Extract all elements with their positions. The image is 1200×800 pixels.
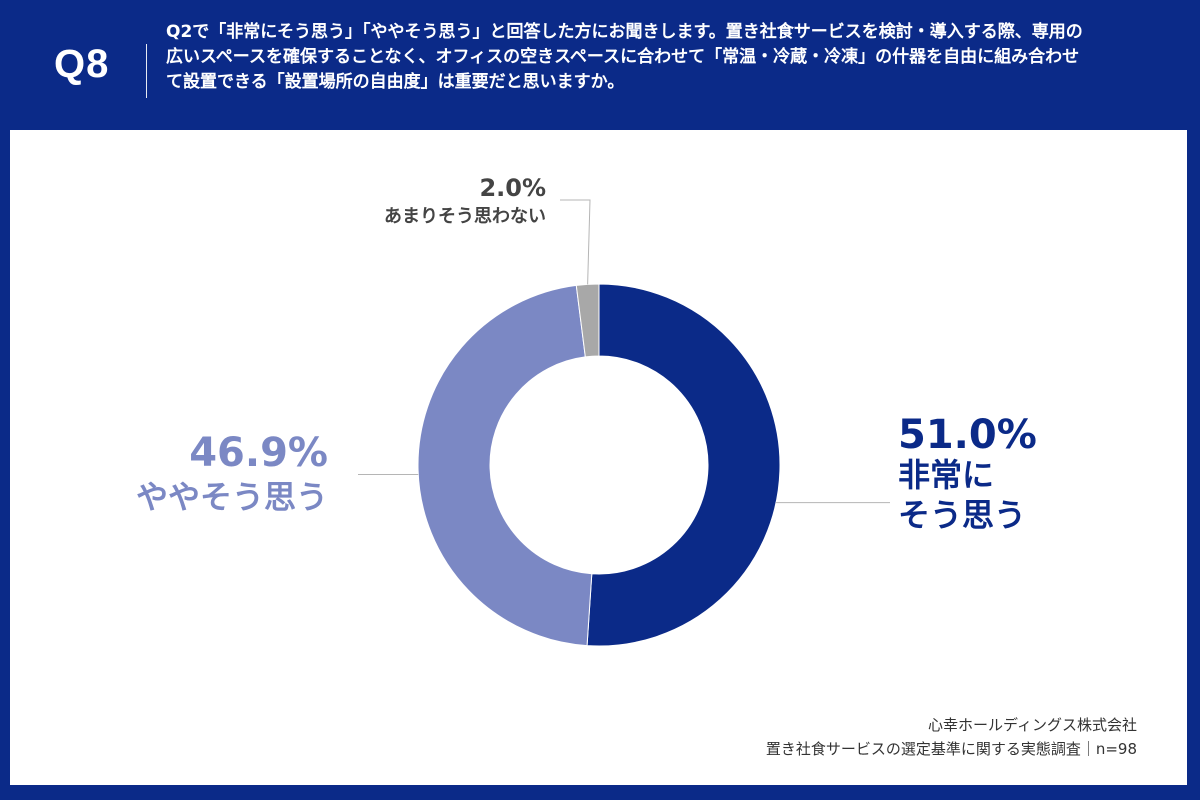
source-footer: 心幸ホールディングス株式会社 置き社食サービスの選定基準に関する実態調査｜n=9… xyxy=(766,713,1137,761)
category-label-somewhat-agree: ややそう思う xyxy=(136,478,328,516)
question-text: Q2で「非常にそう思う」「ややそう思う」と回答した方にお聞きします。置き社食サー… xyxy=(166,22,1083,92)
value-label-very-much-agree: 51.0% xyxy=(898,412,1037,458)
chart-panel: 51.0% 非常に そう思う 46.9% ややそう思う 2.0% あまりそう思わない 心幸ホ… xyxy=(10,130,1187,785)
value-label-somewhat-agree: 46.9% xyxy=(189,430,328,476)
donut-slice-very-much-agree xyxy=(586,283,781,647)
question-header: Q8 Q2で「非常にそう思う」「ややそう思う」と回答した方にお聞きします。置き社… xyxy=(0,0,1200,130)
header-divider xyxy=(146,44,147,98)
survey-info: 置き社食サービスの選定基準に関する実態調査｜n=98 xyxy=(765,740,1137,758)
category-label-not-really-agree: あまりそう思わない xyxy=(384,206,546,227)
donut-slice-not-really-agree xyxy=(575,283,600,358)
company-name: 心幸ホールディングス株式会社 xyxy=(928,716,1137,734)
value-label-not-really-agree: 2.0% xyxy=(479,174,546,202)
question-number: Q8 xyxy=(54,42,110,86)
category-label-very-much-agree: 非常に xyxy=(898,456,994,494)
donut-chart: 51.0%非常にそう思う 46.9%ややそう思う 2.0% あまりそう思わない xyxy=(136,174,1037,647)
leader-line-not-really-agree xyxy=(560,199,591,285)
category-label-very-much-agree: そう思う xyxy=(898,496,1026,534)
donut-slice-somewhat-agree xyxy=(417,284,593,647)
